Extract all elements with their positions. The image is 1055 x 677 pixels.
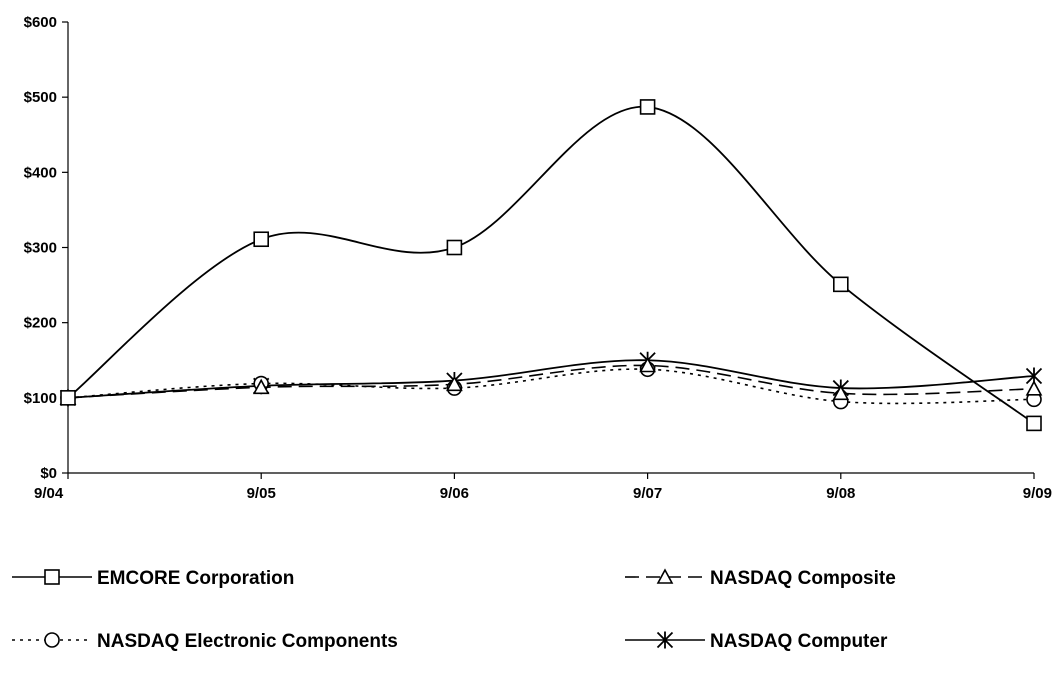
legend-label: NASDAQ Computer bbox=[710, 631, 888, 652]
series-line bbox=[67, 106, 1035, 425]
series-line bbox=[67, 368, 1035, 405]
data-point-square bbox=[639, 99, 656, 115]
data-point-triangle bbox=[639, 356, 656, 373]
data-point-square bbox=[832, 276, 849, 293]
data-point-square bbox=[253, 231, 269, 248]
x-tick-label: 9/06 bbox=[440, 485, 469, 502]
legend-item: NASDAQ Computer bbox=[625, 631, 888, 652]
y-tick-label: $300 bbox=[24, 240, 57, 257]
axes bbox=[67, 22, 1034, 474]
series-line bbox=[67, 364, 1035, 399]
legend-label: NASDAQ Composite bbox=[710, 568, 896, 589]
legend-label: EMCORE Corporation bbox=[97, 568, 294, 589]
data-point-square bbox=[446, 239, 463, 256]
data-point-square bbox=[60, 390, 76, 406]
x-tick-label: 9/07 bbox=[633, 485, 662, 502]
legend-marker-star bbox=[656, 631, 674, 649]
legend-item: NASDAQ Electronic Components bbox=[12, 631, 398, 652]
legend-marker-circle bbox=[44, 632, 60, 648]
legend-label: NASDAQ Electronic Components bbox=[97, 631, 398, 652]
series-emcore-corporation bbox=[60, 99, 1042, 432]
y-axis-ticks: $0 $100 $200 $300 $400 $500 $600 bbox=[24, 14, 68, 482]
x-tick-label: 9/04 bbox=[34, 485, 64, 502]
y-tick-label: $100 bbox=[24, 390, 57, 407]
data-point-triangle bbox=[252, 378, 270, 395]
x-tick-label: 9/09 bbox=[1023, 485, 1052, 502]
series-line bbox=[67, 359, 1035, 399]
legend-item: EMCORE Corporation bbox=[12, 568, 294, 589]
legend-item: NASDAQ Composite bbox=[625, 568, 896, 589]
data-point-triangle bbox=[832, 384, 850, 401]
x-tick-label: 9/05 bbox=[247, 485, 276, 502]
y-tick-label: $200 bbox=[24, 315, 57, 332]
data-point-triangle bbox=[446, 375, 463, 392]
x-axis-ticks: 9/04 9/05 9/06 9/07 9/08 9/09 bbox=[34, 473, 1052, 502]
legend-marker-triangle bbox=[656, 568, 674, 584]
data-point-triangle bbox=[1025, 380, 1043, 396]
y-tick-label: $0 bbox=[40, 465, 57, 482]
y-tick-label: $500 bbox=[24, 89, 57, 106]
legend: EMCORE Corporation NASDAQ Composite NASDAQ… bbox=[12, 568, 896, 652]
series-nasdaq-composite bbox=[59, 356, 1043, 405]
series-nasdaq-computer bbox=[59, 351, 1043, 407]
series-layer bbox=[59, 99, 1043, 432]
legend-marker-square bbox=[44, 569, 60, 585]
data-point-square bbox=[1026, 415, 1042, 432]
x-tick-label: 9/08 bbox=[826, 485, 855, 502]
y-tick-label: $600 bbox=[24, 14, 57, 31]
y-tick-label: $400 bbox=[24, 164, 57, 181]
